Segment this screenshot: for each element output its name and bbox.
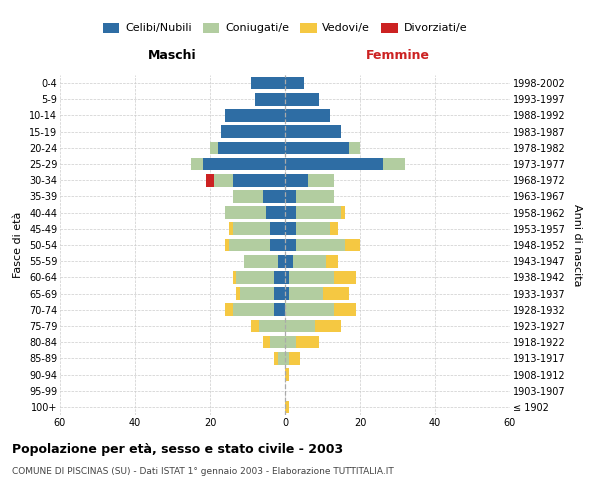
- Bar: [296, 238, 345, 252]
- Bar: [210, 142, 218, 154]
- Text: COMUNE DI PISCINAS (SU) - Dati ISTAT 1° gennaio 2003 - Elaborazione TUTTITALIA.I: COMUNE DI PISCINAS (SU) - Dati ISTAT 1° …: [12, 468, 394, 476]
- Bar: [255, 93, 285, 106]
- Bar: [233, 190, 263, 202]
- Bar: [191, 158, 203, 170]
- Bar: [274, 288, 285, 300]
- Bar: [225, 206, 266, 219]
- Bar: [349, 142, 360, 154]
- Bar: [285, 174, 308, 186]
- Bar: [296, 222, 330, 235]
- Bar: [293, 255, 326, 268]
- Bar: [326, 255, 337, 268]
- Bar: [221, 126, 285, 138]
- Bar: [203, 158, 285, 170]
- Bar: [296, 206, 341, 219]
- Bar: [206, 174, 214, 186]
- Bar: [229, 222, 233, 235]
- Bar: [330, 222, 337, 235]
- Bar: [289, 352, 300, 364]
- Bar: [308, 174, 334, 186]
- Bar: [285, 126, 341, 138]
- Bar: [240, 288, 274, 300]
- Bar: [218, 142, 285, 154]
- Bar: [233, 174, 285, 186]
- Bar: [270, 336, 285, 348]
- Bar: [274, 352, 277, 364]
- Bar: [334, 271, 356, 283]
- Bar: [285, 304, 334, 316]
- Bar: [323, 288, 349, 300]
- Text: Maschi: Maschi: [148, 49, 197, 62]
- Bar: [296, 190, 334, 202]
- Bar: [259, 320, 285, 332]
- Bar: [225, 238, 229, 252]
- Bar: [263, 190, 285, 202]
- Y-axis label: Anni di nascita: Anni di nascita: [572, 204, 583, 286]
- Bar: [285, 109, 330, 122]
- Bar: [285, 368, 289, 381]
- Bar: [285, 320, 315, 332]
- Bar: [270, 238, 285, 252]
- Bar: [334, 304, 356, 316]
- Bar: [285, 400, 289, 413]
- Bar: [229, 238, 270, 252]
- Bar: [274, 271, 285, 283]
- Bar: [315, 320, 341, 332]
- Text: Femmine: Femmine: [365, 49, 430, 62]
- Bar: [236, 271, 274, 283]
- Bar: [266, 206, 285, 219]
- Bar: [285, 352, 289, 364]
- Bar: [285, 336, 296, 348]
- Bar: [285, 77, 304, 90]
- Bar: [285, 255, 293, 268]
- Bar: [341, 206, 345, 219]
- Bar: [285, 158, 383, 170]
- Bar: [345, 238, 360, 252]
- Bar: [263, 336, 270, 348]
- Bar: [236, 288, 240, 300]
- Bar: [270, 222, 285, 235]
- Bar: [285, 142, 349, 154]
- Bar: [285, 271, 289, 283]
- Text: Popolazione per età, sesso e stato civile - 2003: Popolazione per età, sesso e stato civil…: [12, 442, 343, 456]
- Bar: [289, 271, 334, 283]
- Bar: [285, 93, 319, 106]
- Bar: [233, 271, 236, 283]
- Legend: Celibi/Nubili, Coniugati/e, Vedovi/e, Divorziati/e: Celibi/Nubili, Coniugati/e, Vedovi/e, Di…: [100, 20, 470, 37]
- Bar: [285, 288, 289, 300]
- Bar: [214, 174, 233, 186]
- Bar: [251, 77, 285, 90]
- Bar: [233, 304, 274, 316]
- Bar: [233, 222, 270, 235]
- Bar: [277, 255, 285, 268]
- Bar: [225, 109, 285, 122]
- Bar: [285, 206, 296, 219]
- Bar: [383, 158, 405, 170]
- Bar: [289, 288, 323, 300]
- Bar: [225, 304, 233, 316]
- Bar: [285, 238, 296, 252]
- Bar: [277, 352, 285, 364]
- Bar: [244, 255, 277, 268]
- Bar: [285, 222, 296, 235]
- Bar: [285, 190, 296, 202]
- Bar: [296, 336, 319, 348]
- Y-axis label: Fasce di età: Fasce di età: [13, 212, 23, 278]
- Bar: [251, 320, 259, 332]
- Bar: [274, 304, 285, 316]
